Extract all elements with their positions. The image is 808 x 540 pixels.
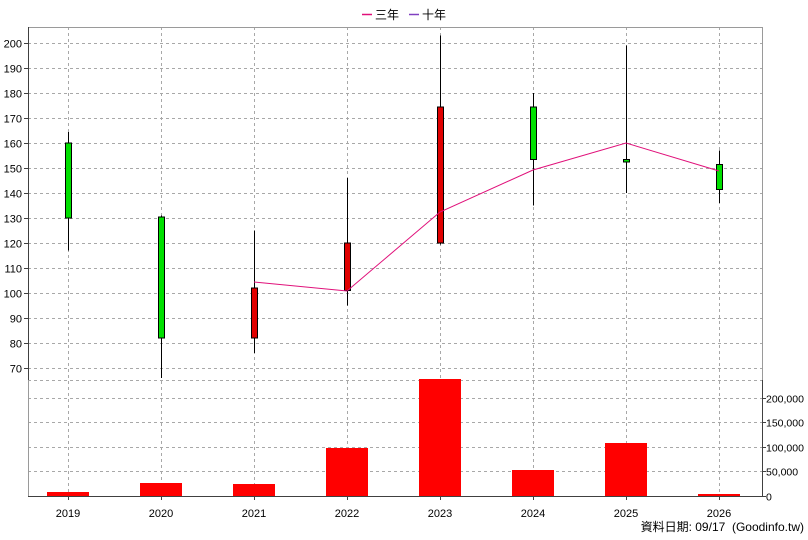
price-tick-label: 100 [4, 289, 22, 301]
volume-bar [698, 494, 740, 496]
price-tick-label: 130 [4, 214, 22, 226]
volume-tick-label: 50,000 [766, 467, 798, 479]
year-tick-label: 2025 [614, 508, 638, 520]
candle-body-up [251, 287, 258, 339]
year-tick-label: 2026 [707, 508, 731, 520]
candle-body-down [530, 106, 537, 160]
price-tick-label: 150 [4, 164, 22, 176]
volume-bar [419, 378, 461, 496]
axis-labels: 70 80 90 100 110 120 130 140 150 160 170 180 190 200 0… [4, 39, 804, 521]
candlesticks [65, 35, 723, 378]
volume-bar [512, 470, 554, 496]
legend: 三年 十年 [362, 8, 446, 22]
year-tick-label: 2022 [335, 508, 359, 520]
volume-tick-label: 0 [766, 492, 772, 504]
volume-bars [47, 378, 740, 496]
price-tick-label: 170 [4, 114, 22, 126]
volume-bar [605, 443, 647, 496]
volume-bar [233, 483, 275, 496]
data-date-footer: 資料日期: 09/17 (Goodinfo.tw) [641, 520, 804, 534]
price-tick-label: 90 [10, 314, 22, 326]
year-tick-label: 2023 [428, 508, 452, 520]
legend-label-ten-year: 十年 [422, 8, 446, 22]
legend-label-three-year: 三年 [375, 8, 399, 22]
candle-body-down [65, 142, 72, 219]
year-tick-label: 2020 [149, 508, 173, 520]
moving-average-lines [253, 142, 720, 292]
volume-bar [140, 483, 182, 496]
year-tick-label: 2024 [521, 508, 545, 520]
price-tick-label: 110 [4, 264, 22, 276]
price-tick-label: 190 [4, 64, 22, 76]
volume-tick-label: 200,000 [766, 394, 804, 406]
price-tick-label: 160 [4, 139, 22, 151]
candle-body-down [623, 158, 630, 163]
candle-body-down [158, 216, 165, 339]
volume-bar [326, 447, 368, 496]
candle-body-up [437, 106, 444, 244]
price-tick-label: 200 [4, 39, 22, 51]
price-tick-label: 80 [10, 339, 22, 351]
volume-bar [47, 492, 89, 496]
price-tick-label: 140 [4, 189, 22, 201]
volume-tick-label: 100,000 [766, 443, 804, 455]
candle-body-up [344, 242, 351, 291]
moving-average-line-0 [253, 142, 720, 292]
axes [24, 27, 766, 500]
price-tick-label: 120 [4, 239, 22, 251]
year-tick-label: 2019 [56, 508, 80, 520]
price-tick-label: 70 [10, 364, 22, 376]
year-tick-label: 2021 [242, 508, 266, 520]
price-tick-label: 180 [4, 89, 22, 101]
candle-body-down [716, 163, 723, 190]
volume-tick-label: 150,000 [766, 418, 804, 430]
